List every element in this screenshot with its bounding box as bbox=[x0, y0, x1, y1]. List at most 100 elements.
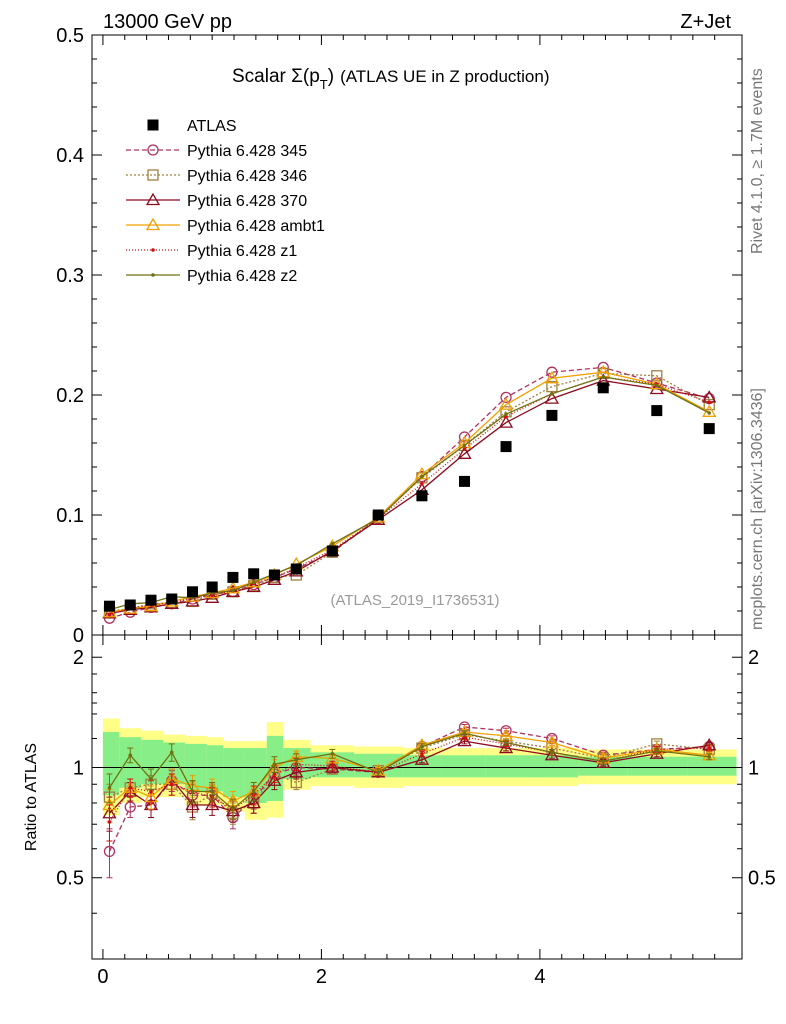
series-point bbox=[500, 391, 512, 404]
ratio-series-point bbox=[376, 770, 381, 775]
series-point bbox=[504, 412, 508, 417]
ratio-y-tick-label-right: 1 bbox=[748, 757, 759, 779]
atlas-data-point bbox=[206, 581, 218, 593]
uncertainty-band-stat bbox=[485, 755, 529, 778]
legend-marker bbox=[145, 192, 161, 206]
series-point bbox=[546, 366, 558, 378]
ratio-series-point bbox=[544, 747, 560, 761]
ratio-plot-panel: 0.5 0.5 1 1 2 2 0 2 4 Ratio to ATLAS bbox=[23, 634, 776, 988]
ratio-series-point bbox=[107, 820, 112, 824]
ratio-series-point bbox=[498, 740, 514, 754]
uncertainty-band-stat bbox=[627, 756, 688, 776]
series-line bbox=[109, 371, 710, 613]
atlas-data-point bbox=[326, 545, 338, 557]
ratio-series-point bbox=[103, 845, 116, 858]
atlas-data-point bbox=[103, 600, 115, 612]
ratio-series-point bbox=[107, 786, 112, 790]
ratio-series-point bbox=[601, 759, 606, 764]
ratio-series-point bbox=[596, 755, 611, 768]
legend-marker bbox=[151, 273, 155, 277]
series-line bbox=[109, 376, 710, 616]
legend-label: Pythia 6.428 z2 bbox=[187, 268, 297, 285]
ratio-series-point bbox=[294, 757, 299, 762]
series-point bbox=[649, 376, 664, 390]
series-point bbox=[544, 370, 560, 384]
x-tick-label: 0 bbox=[97, 966, 108, 988]
series-point bbox=[707, 411, 712, 415]
atlas-data-point bbox=[546, 409, 558, 421]
series-point bbox=[420, 474, 424, 479]
series-point bbox=[251, 580, 256, 584]
ratio-series-point bbox=[251, 789, 256, 794]
ratio-series-point bbox=[246, 795, 261, 809]
ratio-series-point bbox=[289, 765, 304, 778]
atlas-data-point bbox=[703, 423, 715, 435]
ratio-series-point bbox=[330, 751, 335, 756]
ratio-series-point bbox=[169, 750, 174, 755]
uncertainty-band-stat bbox=[403, 755, 442, 778]
legend-marker bbox=[151, 248, 155, 252]
legend-marker bbox=[147, 119, 159, 131]
series-line bbox=[109, 376, 710, 611]
atlas-data-point bbox=[290, 563, 302, 575]
header-left: 13000 GeV pp bbox=[103, 11, 232, 33]
ratio-series-point bbox=[190, 789, 195, 794]
series-point bbox=[458, 431, 471, 443]
reference-label: (ATLAS_2019_I1736531) bbox=[330, 592, 499, 609]
ratio-series-point bbox=[544, 735, 560, 748]
atlas-data-point bbox=[248, 568, 260, 580]
ratio-series-point bbox=[330, 764, 335, 768]
atlas-data-point bbox=[166, 593, 178, 605]
series-point bbox=[462, 447, 467, 451]
y-tick-label: 0.1 bbox=[56, 505, 84, 527]
uncertainty-band-stat bbox=[163, 742, 185, 785]
ratio-series-point bbox=[272, 772, 277, 776]
ratio-series-point bbox=[128, 786, 133, 790]
series-point bbox=[550, 392, 554, 396]
series-point bbox=[498, 397, 514, 410]
uncertainty-band-stat bbox=[687, 756, 737, 776]
series-point bbox=[498, 415, 514, 428]
series-line bbox=[109, 372, 710, 612]
atlas-data-point bbox=[651, 405, 663, 417]
legend-label: Pythia 6.428 ambt1 bbox=[187, 218, 325, 235]
y-tick-label: 0.4 bbox=[56, 145, 84, 167]
ratio-series-point bbox=[414, 752, 430, 765]
y-tick-label: 0.2 bbox=[56, 385, 84, 407]
uncertainty-band-stat bbox=[528, 755, 579, 778]
ratio-series-point bbox=[169, 782, 174, 787]
ratio-series-point bbox=[504, 740, 508, 745]
atlas-data-point bbox=[372, 509, 384, 521]
ratio-y-tick-label-right: 2 bbox=[748, 647, 759, 669]
series-point bbox=[414, 466, 430, 480]
ratio-series-point bbox=[462, 731, 467, 736]
ratio-series-point bbox=[457, 733, 472, 747]
series-point bbox=[231, 588, 235, 593]
ratio-plot-frame bbox=[91, 634, 743, 960]
atlas-data-point bbox=[416, 490, 428, 502]
legend-label: ATLAS bbox=[187, 118, 237, 135]
atlas-data-point bbox=[459, 475, 471, 487]
atlas-data-point bbox=[500, 441, 512, 453]
series-point bbox=[703, 398, 715, 411]
ratio-series-point bbox=[707, 754, 712, 759]
ratio-series-point bbox=[267, 773, 282, 786]
series-point bbox=[457, 446, 472, 459]
series-point bbox=[601, 375, 606, 379]
ratio-series-point bbox=[420, 751, 424, 756]
ratio-axis-label: Ratio to ATLAS bbox=[23, 743, 40, 851]
ratio-series-point bbox=[210, 789, 214, 794]
ratio-series-point bbox=[420, 744, 424, 749]
legend-marker bbox=[145, 217, 161, 231]
atlas-data-point bbox=[227, 571, 239, 583]
series-point bbox=[330, 542, 335, 546]
series-point bbox=[651, 370, 663, 382]
ratio-series-point bbox=[550, 750, 554, 755]
ratio-series-point bbox=[231, 807, 235, 811]
series-point bbox=[107, 612, 112, 617]
x-tick-label: 2 bbox=[316, 966, 327, 988]
series-line bbox=[109, 379, 710, 615]
legend-label: Pythia 6.428 346 bbox=[187, 168, 307, 185]
series-point bbox=[225, 580, 241, 594]
